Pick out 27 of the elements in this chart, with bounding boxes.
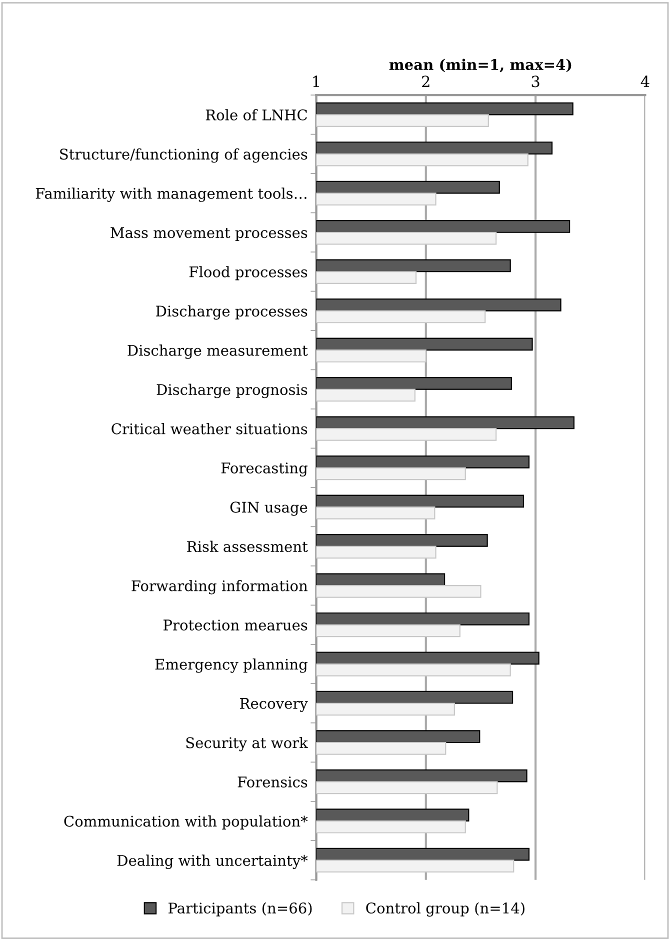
y-tick-label: Protection mearues [164,620,308,631]
y-tick-label: Critical weather situations [112,423,308,434]
y-tick-label: Role of LNHC [206,109,308,120]
y-tick-label: Discharge processes [156,305,308,320]
y-tick-label: Familiarity with management tools… [36,188,306,202]
y-tick-label: Structure/functioning of agencies [60,148,308,163]
x-tick-label: 2 [422,76,430,88]
x-tick-label: 1 [313,76,319,88]
y-tick-label: Dealing with uncertainty* [117,854,308,869]
y-tick-label: Flood processes [189,266,308,280]
y-tick-label: Discharge prognosis [156,384,308,398]
y-tick-label: Forecasting [221,462,308,476]
x-tick-label: 3 [532,76,540,88]
x-axis-title: mean (min=1, max=4) [389,58,572,72]
y-tick-label: Mass movement processes [110,227,308,241]
y-tick-label: Forwarding information [132,580,308,594]
y-tick-label: GIN usage [230,502,308,516]
y-tick-label: Security at work [186,736,308,752]
y-tick-label: Communication with population* [64,815,308,830]
legend-label: Participants (n=66) [168,902,312,916]
y-tick-label: Recovery [240,698,308,712]
y-tick-label: Discharge measurement [128,344,308,359]
y-tick-label: Risk assessment [187,540,308,552]
x-tick-label: 4 [640,76,650,88]
y-tick-label: Forensics [238,776,308,788]
legend-label: Control group (n=14) [366,902,524,917]
y-tick-label: Emergency planning [155,658,308,673]
